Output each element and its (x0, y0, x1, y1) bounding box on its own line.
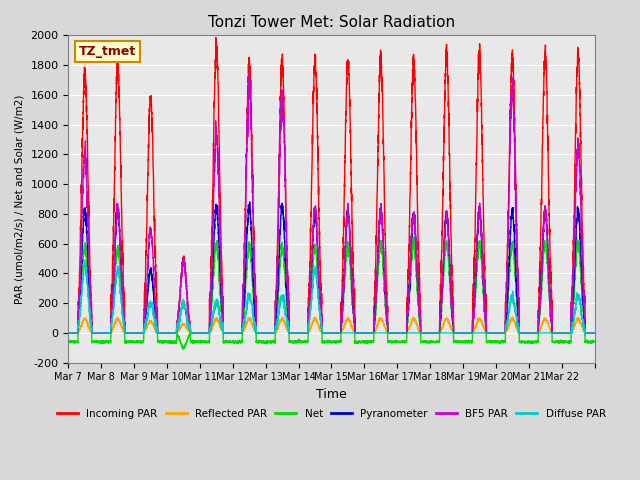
Text: TZ_tmet: TZ_tmet (79, 45, 136, 58)
Legend: Incoming PAR, Reflected PAR, Net, Pyranometer, BF5 PAR, Diffuse PAR: Incoming PAR, Reflected PAR, Net, Pyrano… (53, 405, 610, 423)
X-axis label: Time: Time (316, 388, 347, 401)
Y-axis label: PAR (umol/m2/s) / Net and Solar (W/m2): PAR (umol/m2/s) / Net and Solar (W/m2) (15, 95, 25, 304)
Title: Tonzi Tower Met: Solar Radiation: Tonzi Tower Met: Solar Radiation (208, 15, 455, 30)
